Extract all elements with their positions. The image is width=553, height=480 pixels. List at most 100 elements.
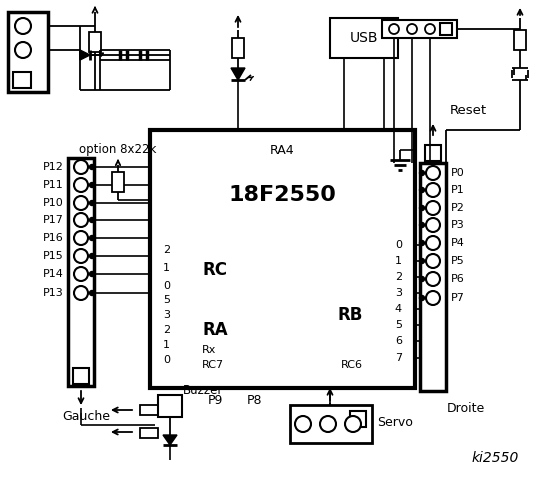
Bar — [68, 158, 94, 386]
Circle shape — [407, 24, 417, 34]
Circle shape — [426, 291, 440, 305]
Circle shape — [426, 201, 440, 215]
Circle shape — [426, 218, 440, 232]
Circle shape — [420, 276, 425, 281]
Circle shape — [74, 160, 88, 174]
Bar — [8, 12, 48, 92]
Polygon shape — [163, 435, 177, 445]
Bar — [112, 172, 124, 192]
Circle shape — [90, 253, 95, 259]
Text: P16: P16 — [43, 233, 64, 243]
Text: 2: 2 — [395, 272, 402, 282]
Circle shape — [426, 183, 440, 197]
Text: 0: 0 — [163, 355, 170, 365]
Bar — [290, 405, 372, 443]
Circle shape — [90, 290, 95, 296]
Circle shape — [420, 296, 425, 300]
Text: 6: 6 — [395, 336, 402, 346]
Text: P8: P8 — [247, 394, 263, 407]
Bar — [150, 130, 415, 388]
Bar — [140, 405, 158, 415]
Bar — [440, 23, 452, 35]
Bar — [89, 32, 101, 52]
Circle shape — [426, 254, 440, 268]
Circle shape — [74, 213, 88, 227]
Circle shape — [420, 188, 425, 192]
Circle shape — [426, 236, 440, 250]
Text: P2: P2 — [451, 203, 465, 213]
Text: P15: P15 — [43, 251, 64, 261]
Circle shape — [420, 240, 425, 245]
Text: RB: RB — [338, 306, 363, 324]
Text: P7: P7 — [451, 293, 465, 303]
Polygon shape — [231, 68, 245, 80]
Circle shape — [74, 196, 88, 210]
Text: 2: 2 — [163, 245, 170, 255]
Text: RA: RA — [202, 321, 228, 339]
Circle shape — [74, 231, 88, 245]
Text: 1: 1 — [163, 340, 170, 350]
Circle shape — [74, 267, 88, 281]
Bar — [158, 395, 182, 417]
Bar — [382, 20, 457, 38]
Text: P17: P17 — [43, 215, 64, 225]
Text: P0: P0 — [451, 168, 465, 178]
Text: P13: P13 — [43, 288, 64, 298]
Circle shape — [420, 170, 425, 176]
Text: USB: USB — [349, 31, 378, 45]
Circle shape — [90, 236, 95, 240]
Text: Gauche: Gauche — [62, 409, 110, 422]
Circle shape — [420, 259, 425, 264]
Circle shape — [425, 24, 435, 34]
Bar — [73, 368, 89, 384]
Text: RC: RC — [202, 261, 227, 279]
Bar — [330, 18, 398, 58]
Text: option 8x22k: option 8x22k — [79, 144, 156, 156]
Text: P9: P9 — [207, 394, 223, 407]
Bar — [514, 30, 526, 50]
Text: 1: 1 — [163, 263, 170, 273]
Circle shape — [90, 217, 95, 223]
Circle shape — [426, 166, 440, 180]
Text: Servo: Servo — [377, 416, 413, 429]
Circle shape — [389, 24, 399, 34]
Text: 2: 2 — [163, 325, 170, 335]
Text: P14: P14 — [43, 269, 64, 279]
Bar — [420, 163, 446, 391]
Bar — [232, 38, 244, 58]
Text: RA4: RA4 — [270, 144, 295, 156]
Circle shape — [90, 182, 95, 188]
Circle shape — [320, 416, 336, 432]
Text: RC7: RC7 — [202, 360, 224, 370]
Text: Reset: Reset — [450, 104, 487, 117]
Bar — [140, 428, 158, 438]
Circle shape — [295, 416, 311, 432]
Text: 3: 3 — [395, 288, 402, 298]
Circle shape — [420, 223, 425, 228]
Circle shape — [15, 42, 31, 58]
Circle shape — [74, 249, 88, 263]
Circle shape — [426, 272, 440, 286]
Text: P11: P11 — [43, 180, 64, 190]
Text: 18F2550: 18F2550 — [228, 185, 336, 205]
Text: P12: P12 — [43, 162, 64, 172]
Text: P6: P6 — [451, 274, 465, 284]
Bar — [350, 411, 366, 427]
Text: P4: P4 — [451, 238, 465, 248]
Text: P3: P3 — [451, 220, 465, 230]
Circle shape — [345, 416, 361, 432]
Text: Rx: Rx — [202, 345, 216, 355]
Text: 0: 0 — [163, 281, 170, 291]
Polygon shape — [80, 50, 90, 60]
Text: Buzzer: Buzzer — [183, 384, 223, 396]
Text: RC6: RC6 — [341, 360, 363, 370]
Text: Droite: Droite — [447, 403, 485, 416]
Text: P1: P1 — [451, 185, 465, 195]
Text: 3: 3 — [163, 310, 170, 320]
Text: P5: P5 — [451, 256, 465, 266]
Circle shape — [420, 205, 425, 211]
Text: P10: P10 — [43, 198, 64, 208]
Circle shape — [74, 178, 88, 192]
Text: 1: 1 — [395, 256, 402, 266]
Text: 5: 5 — [163, 295, 170, 305]
